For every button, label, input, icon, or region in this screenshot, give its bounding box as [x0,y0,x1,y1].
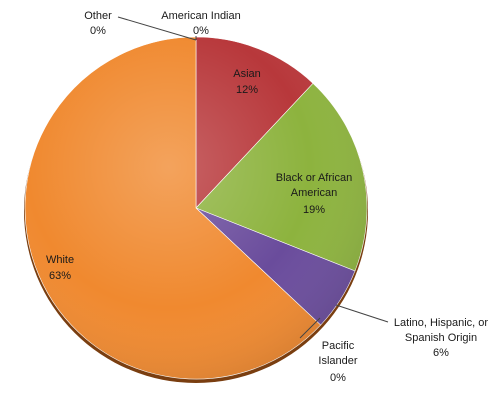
label-american-indian-value: 0% [193,25,209,37]
leader-line-latino [335,304,389,323]
leader-lines [117,16,389,339]
label-white-value: 63% [49,270,71,282]
label-asian-name: Asian [233,68,261,80]
label-pacific-value: 0% [330,372,346,384]
label-black-name-line2: American [291,187,337,199]
label-other-value: 0% [90,25,106,37]
data-labels: Other 0% American Indian 0% Asian 12% Bl… [46,10,488,384]
label-other-name: Other [84,10,112,22]
label-latino-name-line1: Latino, Hispanic, or [394,317,488,329]
label-latino-value: 6% [433,347,449,359]
label-pacific-name-line2: Islander [318,355,357,367]
leader-line-pacific [299,317,321,339]
label-white-name: White [46,254,74,266]
label-american-indian-name: American Indian [161,10,241,22]
leader-line-other [117,16,197,41]
label-latino-name-line2: Spanish Origin [405,332,477,344]
label-black-name-line1: Black or African [276,172,352,184]
label-pacific-name-line1: Pacific [322,340,355,352]
label-black-value: 19% [303,204,325,216]
label-asian-value: 12% [236,84,258,96]
